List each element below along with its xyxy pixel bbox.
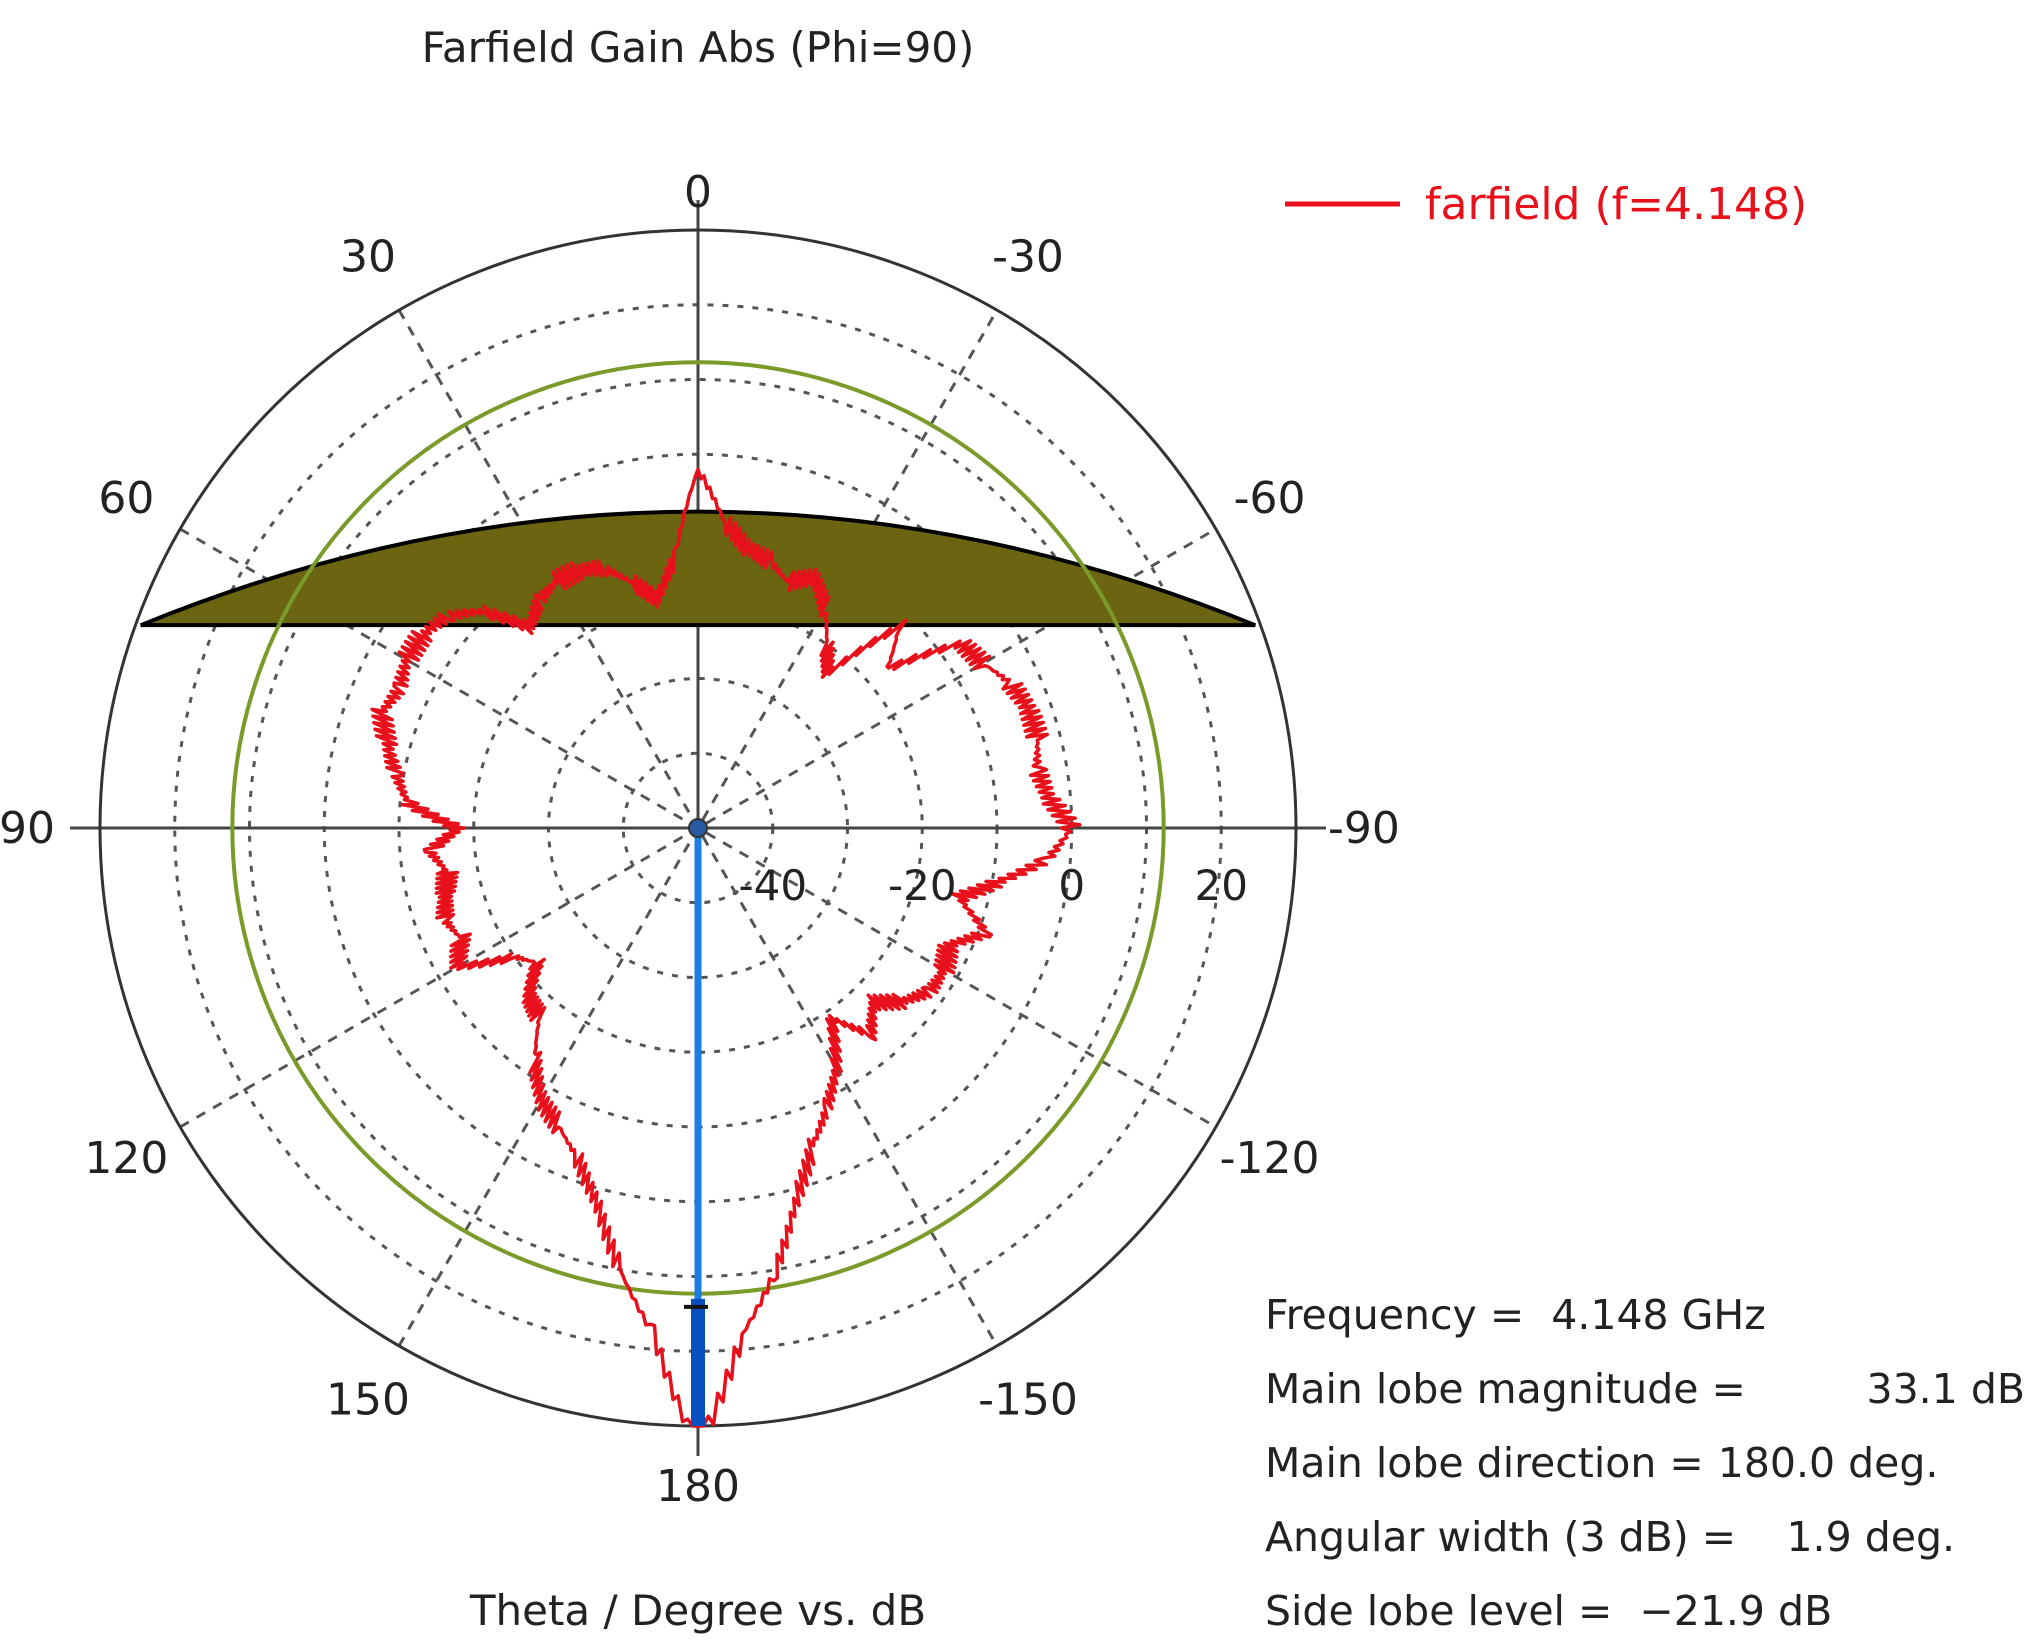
sidelobe-row: Side lobe level = −21.9 dB [1265, 1574, 2025, 1648]
x-axis-label: Theta / Degree vs. dB [469, 1586, 926, 1635]
shaded-lobe-region [140, 509, 1256, 628]
radial-tick-label: -40 [738, 861, 807, 910]
main-lobe-beam [684, 818, 708, 1426]
angle-tick-label: -90 [1328, 803, 1400, 854]
frequency-value: 4.148 GHz [1551, 1291, 1766, 1339]
radial-tick-label: 0 [1058, 861, 1085, 910]
radial-tick-label: -20 [888, 861, 957, 910]
angle-tick-label: 90 [0, 803, 55, 854]
angle-tick-label: -60 [1234, 473, 1306, 524]
magnitude-key: Main lobe magnitude = [1265, 1365, 1746, 1413]
legend: farfield (f=4.148) [1285, 179, 1807, 230]
direction-key: Main lobe direction = [1265, 1439, 1704, 1487]
angle-tick-label: 180 [656, 1461, 740, 1512]
direction-value: 180.0 deg. [1717, 1439, 1939, 1487]
angle-tick-label: -120 [1220, 1133, 1320, 1184]
center-dot [688, 818, 708, 838]
sidelobe-value: −21.9 dB [1639, 1587, 1833, 1635]
farfield-info-panel: Frequency = 4.148 GHz Main lobe magnitud… [1265, 1278, 2025, 1648]
radial-tick-label: 20 [1195, 861, 1248, 910]
shaded-region [140, 509, 1256, 628]
magnitude-value: 33.1 dB [1866, 1365, 2025, 1413]
angle-tick-label: 60 [98, 473, 154, 524]
angle-tick-label: 0 [684, 167, 712, 218]
legend-label: farfield (f=4.148) [1425, 179, 1807, 230]
angle-tick-label: 120 [84, 1133, 168, 1184]
direction-row: Main lobe direction = 180.0 deg. [1265, 1426, 2025, 1500]
chart-title: Farfield Gain Abs (Phi=90) [422, 23, 975, 72]
sidelobe-key: Side lobe level = [1265, 1587, 1626, 1635]
angle-tick-label: -150 [978, 1375, 1078, 1426]
tick-labels: 0 30 -30 60 -60 90 -90 120 -120 150 -150 180 -40 -20 0… [0, 167, 1400, 1512]
frequency-key: Frequency = [1265, 1291, 1538, 1339]
angle-tick-label: 30 [340, 231, 396, 282]
magnitude-row: Main lobe magnitude = 33.1 dB [1265, 1352, 2025, 1426]
frequency-row: Frequency = 4.148 GHz [1265, 1278, 2025, 1352]
angle-tick-label: 150 [326, 1375, 410, 1426]
width-key: Angular width (3 dB) = [1265, 1513, 1737, 1561]
width-row: Angular width (3 dB) = 1.9 deg. [1265, 1500, 2025, 1574]
width-value: 1.9 deg. [1786, 1513, 1955, 1561]
angle-tick-label: -30 [992, 231, 1064, 282]
